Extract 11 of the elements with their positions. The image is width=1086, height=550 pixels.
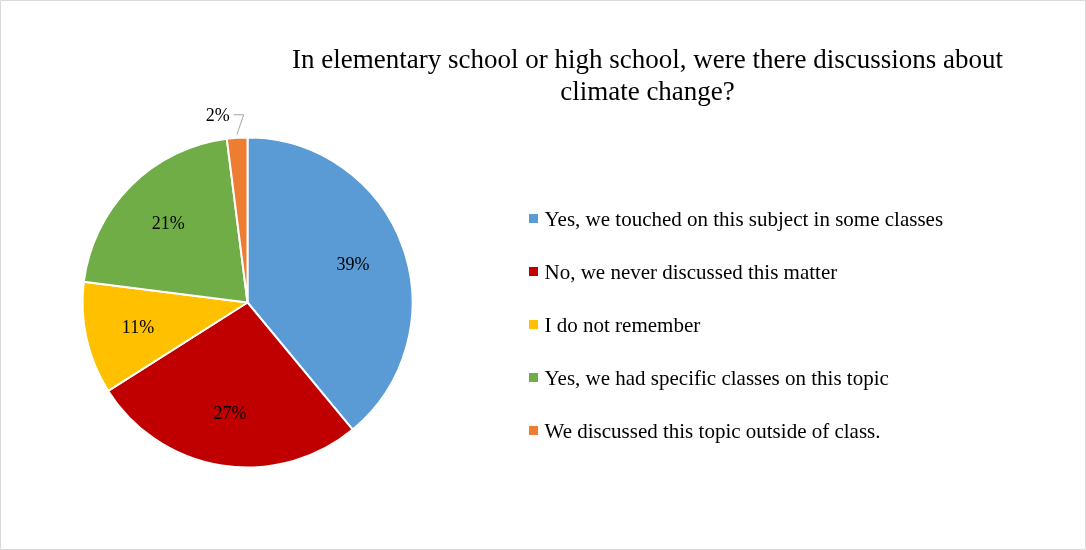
legend-label: We discussed this topic outside of class. <box>544 418 881 443</box>
legend-label: No, we never discussed this matter <box>544 259 838 284</box>
chart-title: In elementary school or high school, were there discussions about climate change? <box>292 43 1004 106</box>
data-label: 2% <box>205 104 230 125</box>
legend-label: Yes, we touched on this subject in some classes <box>544 206 944 231</box>
data-label: 27% <box>213 403 247 424</box>
data-label: 21% <box>151 213 185 234</box>
data-label: 11% <box>121 316 155 337</box>
data-label: 39% <box>336 254 370 275</box>
legend-label: I do not remember <box>544 312 701 337</box>
legend-label: Yes, we had specific classes on this topic <box>544 365 889 390</box>
